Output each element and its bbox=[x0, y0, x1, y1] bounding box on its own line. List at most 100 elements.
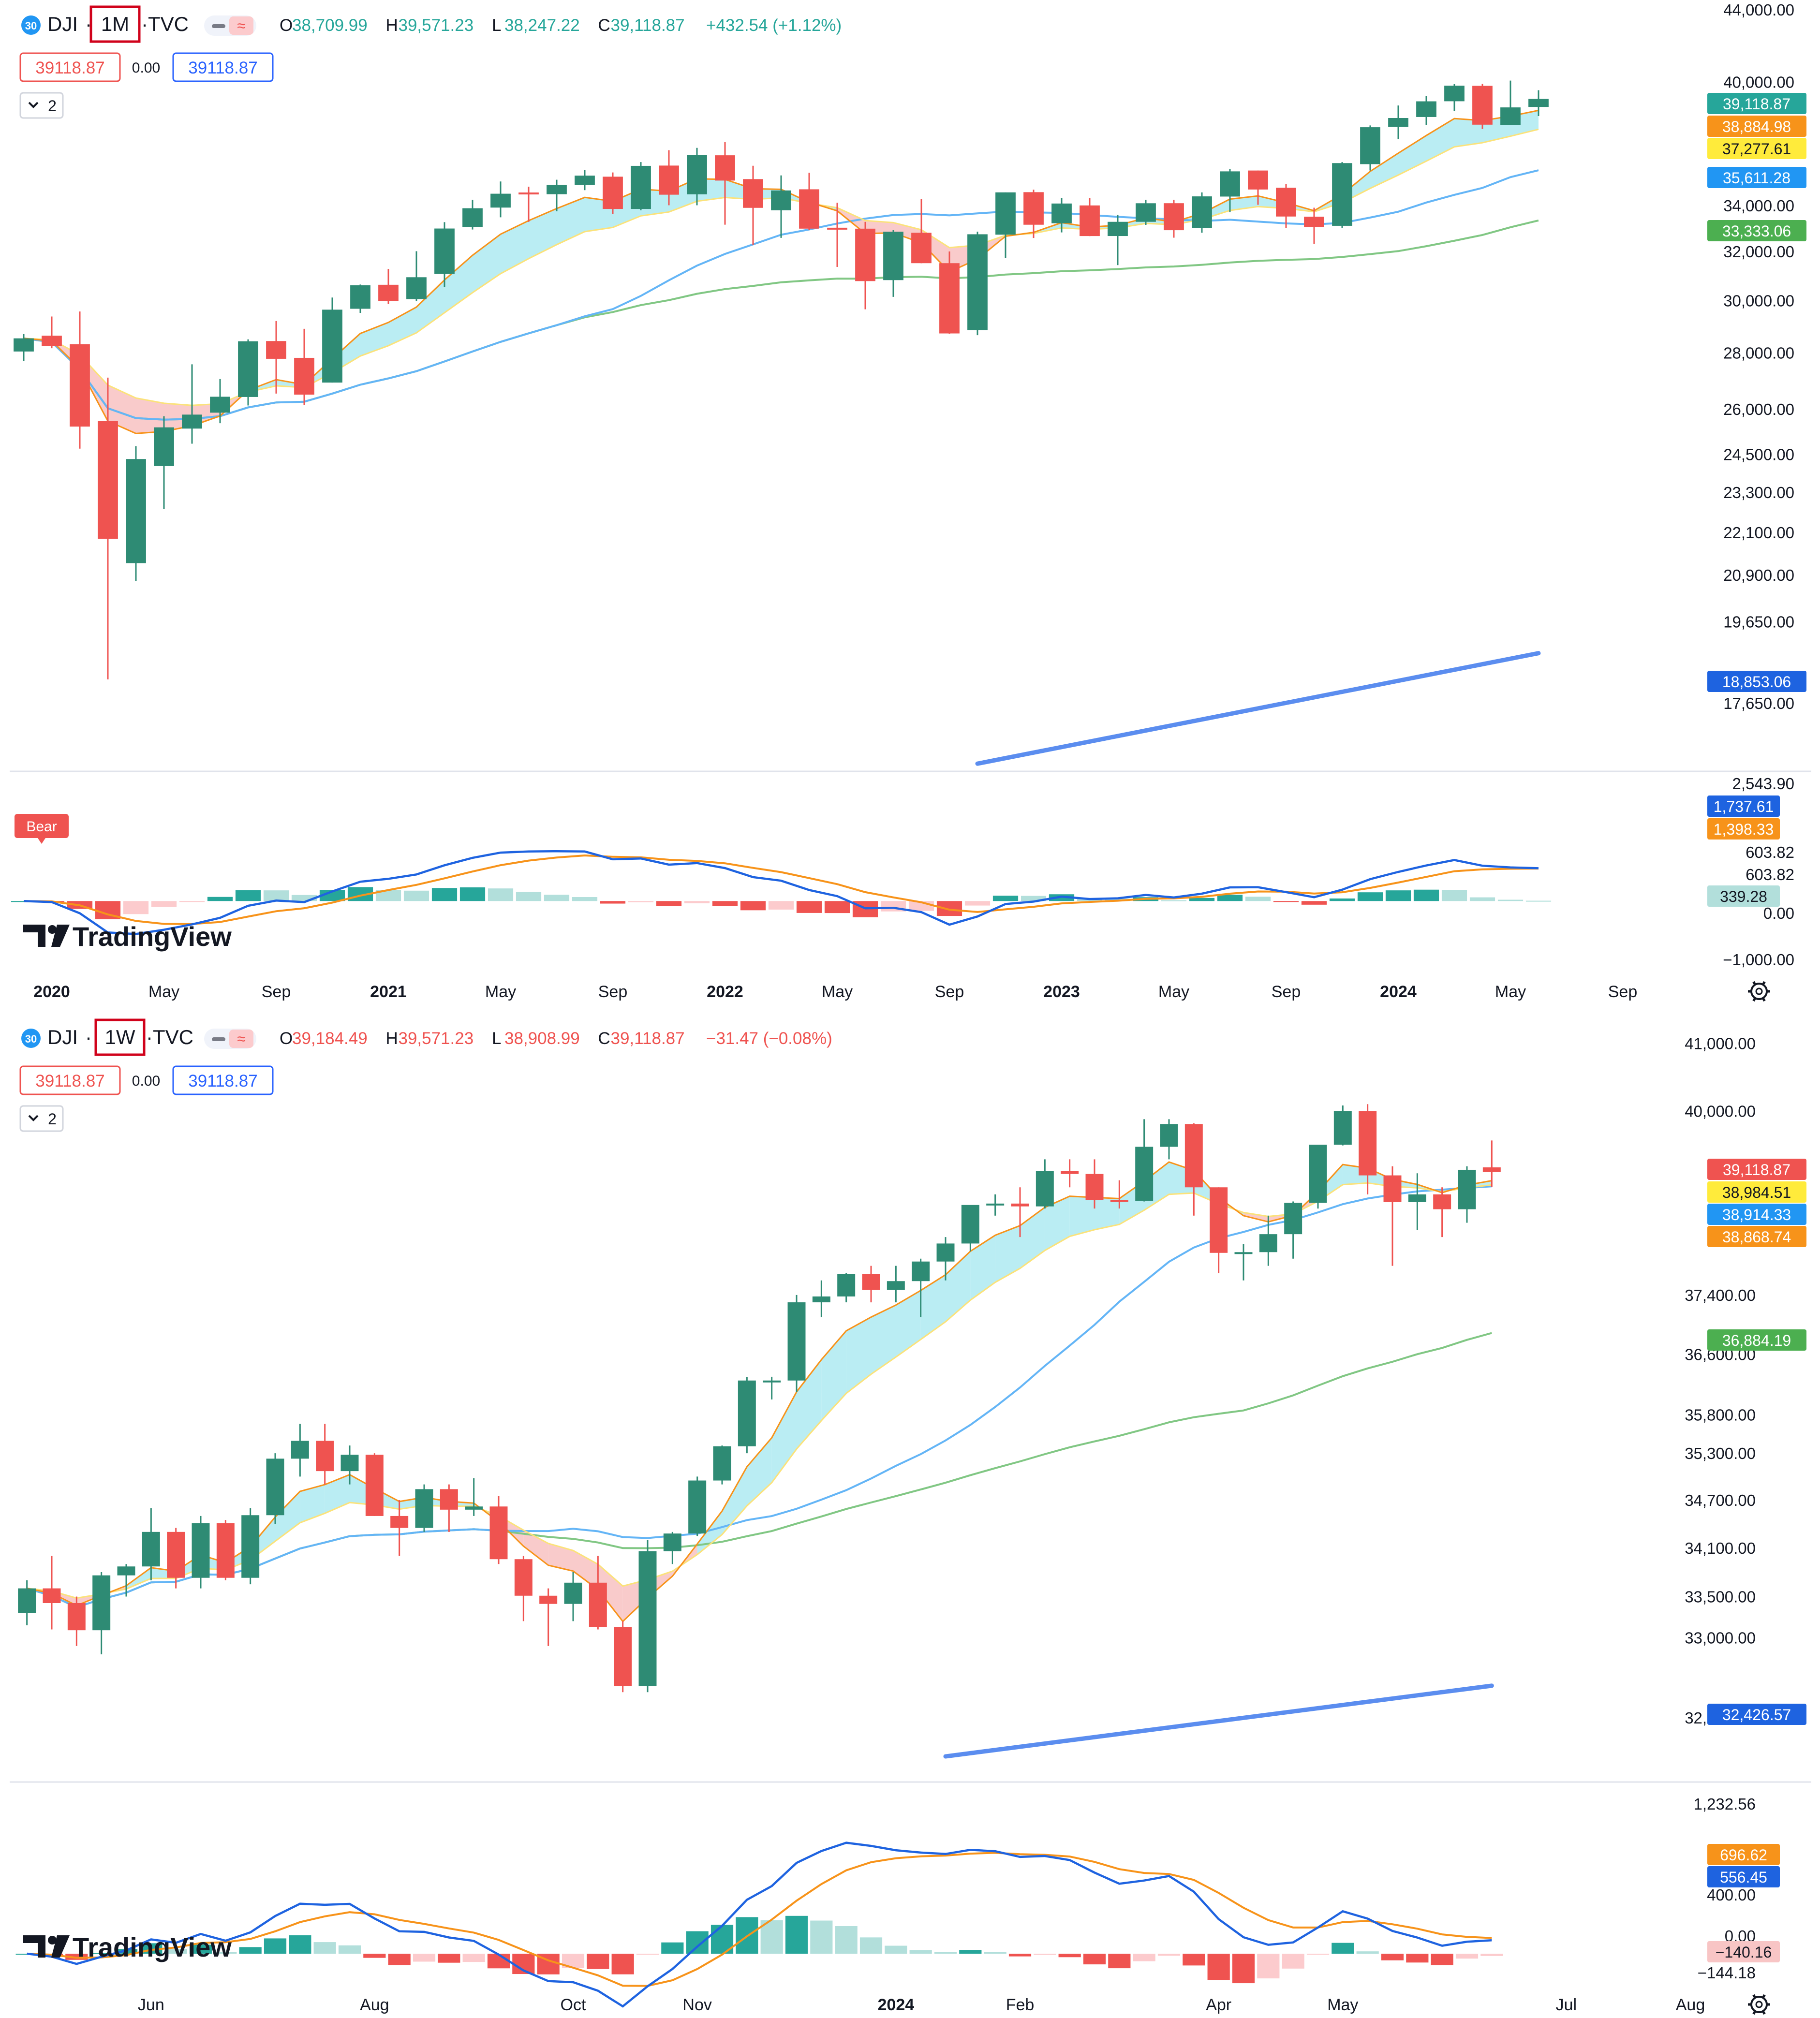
osc-tag-text: 696.62 bbox=[1720, 1846, 1767, 1864]
histogram-bar bbox=[1273, 901, 1299, 902]
price-tag bbox=[1707, 93, 1806, 114]
histogram-bar bbox=[403, 890, 429, 901]
gear-outer[interactable] bbox=[1750, 983, 1768, 1000]
candle-body bbox=[771, 190, 791, 210]
ohlc-key: C bbox=[598, 1029, 610, 1048]
candle-body bbox=[192, 1523, 210, 1578]
x-axis-label: Jun bbox=[138, 1996, 164, 2014]
gear-tooth[interactable] bbox=[1752, 997, 1757, 1002]
logo-dot bbox=[48, 925, 57, 934]
collapse-indicators-button[interactable] bbox=[19, 92, 64, 119]
histogram-bar bbox=[263, 890, 289, 901]
buy-price-box[interactable] bbox=[172, 52, 274, 82]
cloud-segment bbox=[1020, 1207, 1045, 1268]
chevron-down-icon[interactable] bbox=[28, 1115, 39, 1121]
interval-label[interactable]: 1M bbox=[101, 13, 129, 35]
histogram-bar bbox=[572, 897, 598, 901]
cloud-segment bbox=[771, 1392, 797, 1483]
collapse-indicators-button[interactable] bbox=[19, 1105, 64, 1132]
x-axis-label: May bbox=[485, 983, 516, 1001]
symbol-name[interactable]: DJI bbox=[47, 13, 78, 35]
candle-body bbox=[42, 336, 62, 346]
histogram-bar bbox=[959, 1950, 982, 1954]
candle-body bbox=[1359, 1111, 1377, 1176]
candle-body bbox=[1500, 107, 1521, 125]
candle-body bbox=[995, 192, 1016, 235]
candle-body bbox=[322, 309, 342, 383]
sell-price-box[interactable] bbox=[19, 1065, 121, 1095]
gear-icon[interactable] bbox=[1748, 1994, 1770, 2015]
gear-tooth[interactable] bbox=[1752, 981, 1757, 986]
sell-price-box[interactable] bbox=[19, 52, 121, 82]
candle-body bbox=[589, 1582, 607, 1627]
osc-axis-label: 603.82 bbox=[1746, 866, 1794, 884]
gear-tooth[interactable] bbox=[1761, 997, 1766, 1002]
price-tag bbox=[1707, 138, 1806, 159]
candle-body bbox=[1085, 1174, 1104, 1200]
x-axis-label: Jul bbox=[1556, 1996, 1577, 2014]
gear-tooth[interactable] bbox=[1761, 2010, 1766, 2015]
cloud-segment bbox=[416, 280, 444, 333]
chevron-down-icon[interactable] bbox=[28, 102, 39, 108]
candle-body bbox=[1472, 86, 1493, 125]
histogram-bar bbox=[1525, 900, 1552, 902]
price-tag bbox=[1707, 167, 1806, 188]
gear-inner[interactable] bbox=[1755, 987, 1763, 995]
gear-tooth[interactable] bbox=[1761, 981, 1766, 986]
price-tag bbox=[1707, 1204, 1806, 1225]
cloud-segment bbox=[1426, 118, 1454, 162]
candle-body bbox=[490, 193, 511, 208]
gear-tooth[interactable] bbox=[1752, 2010, 1757, 2015]
gear-inner[interactable] bbox=[1755, 2001, 1763, 2008]
histogram-bar bbox=[992, 896, 1019, 901]
price-axis-label: 40,000.00 bbox=[1723, 74, 1794, 91]
separator-dot: · bbox=[146, 1026, 153, 1048]
ma-very-long-line bbox=[943, 1683, 1494, 1759]
cloud-segment bbox=[1095, 1197, 1120, 1230]
gear-tooth[interactable] bbox=[1761, 1994, 1766, 1999]
symbol-name[interactable]: DJI bbox=[47, 1026, 78, 1048]
histogram-bar bbox=[1232, 1954, 1255, 1984]
gear-icon[interactable] bbox=[1748, 981, 1770, 1002]
x-axis-label: Feb bbox=[1006, 1996, 1035, 2014]
candle-body bbox=[518, 192, 539, 195]
candle-body bbox=[238, 341, 258, 397]
interval-label[interactable]: 1W bbox=[105, 1026, 135, 1048]
candle-body bbox=[365, 1455, 384, 1516]
cloud-segment bbox=[1069, 1196, 1095, 1237]
wave-icon: ≈ bbox=[237, 1030, 246, 1047]
candle-body bbox=[862, 1274, 880, 1290]
x-axis-label: May bbox=[1158, 983, 1189, 1001]
osc-axis-label: −144.18 bbox=[1698, 1964, 1756, 1982]
histogram-bar bbox=[1381, 1954, 1404, 1960]
osc-tag bbox=[1707, 1844, 1780, 1865]
chart-panel-1M: 44,000.00 40,000.00 34,000.00 32,000.00 30,0… bbox=[10, 1, 1811, 1002]
price-axis-label: 30,000.00 bbox=[1723, 292, 1794, 309]
cloud-segment bbox=[896, 1290, 921, 1357]
histogram-bar bbox=[413, 1954, 436, 1962]
candle-body bbox=[1080, 205, 1100, 236]
price-axis-label: 19,650.00 bbox=[1723, 613, 1794, 631]
cloud-segment bbox=[1230, 196, 1258, 211]
price-axis-label: 24,500.00 bbox=[1723, 445, 1794, 463]
price-axis-label: 34,100.00 bbox=[1685, 1539, 1756, 1557]
histogram-bar bbox=[189, 1944, 212, 1954]
candle-body bbox=[1284, 1203, 1302, 1235]
price-tag bbox=[1707, 1329, 1806, 1351]
histogram-bar bbox=[1034, 1954, 1056, 1955]
candle-body bbox=[936, 1243, 955, 1262]
histogram-bar bbox=[859, 1937, 883, 1954]
macd-line bbox=[23, 850, 1539, 935]
candle-body bbox=[1234, 1252, 1253, 1254]
bear-signal-text: Bear bbox=[26, 819, 57, 835]
gear-outer[interactable] bbox=[1750, 1996, 1768, 2013]
gear-tooth[interactable] bbox=[1752, 1994, 1757, 1999]
candle-body bbox=[547, 185, 567, 194]
price-tag bbox=[1707, 1181, 1806, 1203]
cloud-segment bbox=[325, 1474, 350, 1514]
buy-price-box[interactable] bbox=[172, 1065, 274, 1095]
candle-body bbox=[1184, 1124, 1203, 1188]
macd-line bbox=[27, 1841, 1492, 2008]
candle-body bbox=[961, 1205, 979, 1244]
histogram-bar bbox=[1161, 900, 1187, 901]
